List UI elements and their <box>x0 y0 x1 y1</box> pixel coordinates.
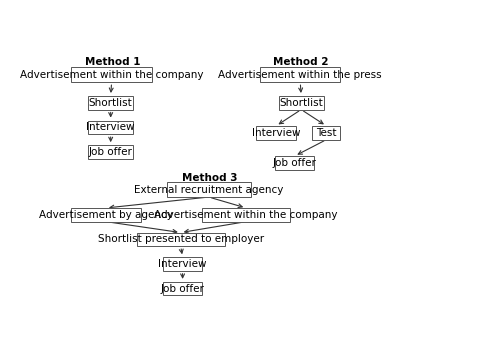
Text: Advertisement within the company: Advertisement within the company <box>20 70 203 80</box>
FancyBboxPatch shape <box>88 120 133 134</box>
Text: Job offer: Job offer <box>273 158 317 168</box>
Text: Shortlist: Shortlist <box>89 98 133 108</box>
Text: Method 1: Method 1 <box>85 57 140 67</box>
Text: Job offer: Job offer <box>89 147 133 157</box>
Text: Test: Test <box>316 128 336 138</box>
Text: Job offer: Job offer <box>161 284 204 294</box>
FancyBboxPatch shape <box>260 67 340 82</box>
FancyBboxPatch shape <box>163 282 202 295</box>
FancyBboxPatch shape <box>163 257 202 271</box>
Text: Advertisement by agency: Advertisement by agency <box>39 210 173 220</box>
Text: Interview: Interview <box>252 128 300 138</box>
FancyBboxPatch shape <box>279 96 323 110</box>
FancyBboxPatch shape <box>167 182 251 197</box>
Text: Shortlist presented to employer: Shortlist presented to employer <box>98 234 264 244</box>
FancyBboxPatch shape <box>71 208 141 222</box>
FancyBboxPatch shape <box>202 208 290 222</box>
Text: Method 3: Method 3 <box>182 173 238 183</box>
Text: Interview: Interview <box>86 122 135 132</box>
FancyBboxPatch shape <box>137 233 225 246</box>
Text: Shortlist: Shortlist <box>279 98 323 108</box>
FancyBboxPatch shape <box>312 126 340 140</box>
FancyBboxPatch shape <box>275 156 314 170</box>
FancyBboxPatch shape <box>256 126 295 140</box>
FancyBboxPatch shape <box>88 96 133 110</box>
Text: Method 2: Method 2 <box>273 57 329 67</box>
Text: Advertisement within the press: Advertisement within the press <box>218 70 382 80</box>
Text: External recruitment agency: External recruitment agency <box>134 185 283 195</box>
FancyBboxPatch shape <box>71 67 152 82</box>
Text: Interview: Interview <box>159 259 207 269</box>
FancyBboxPatch shape <box>88 145 133 159</box>
Text: Advertisement within the company: Advertisement within the company <box>154 210 338 220</box>
